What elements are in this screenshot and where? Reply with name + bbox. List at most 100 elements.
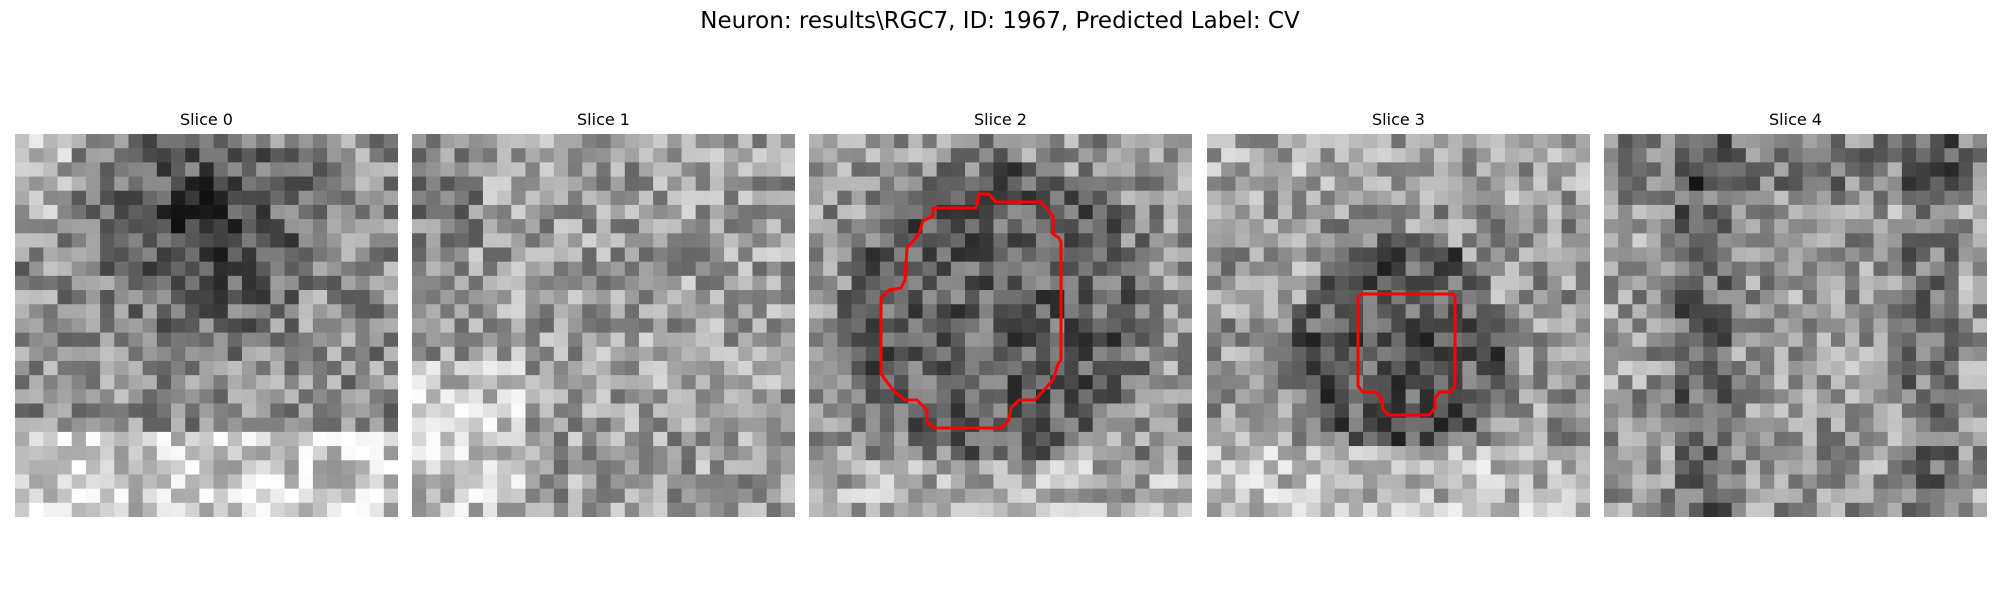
pixel-cell	[709, 176, 725, 192]
pixel-cell	[1547, 275, 1563, 291]
pixel-cell	[738, 190, 754, 206]
pixel-cell	[1121, 332, 1136, 348]
pixel-cell	[57, 346, 73, 362]
pixel-cell	[1348, 134, 1364, 149]
pixel-cell	[1092, 275, 1108, 291]
pixel-cell	[1916, 403, 1931, 419]
pixel-cell	[100, 332, 115, 348]
pixel-cell	[71, 219, 87, 234]
pixel-cell	[1490, 148, 1506, 163]
pixel-cell	[724, 403, 739, 419]
pixel-cell	[865, 304, 881, 320]
pixel-cell	[1177, 375, 1192, 390]
pixel-cell	[738, 446, 754, 461]
pixel-cell	[1519, 261, 1534, 277]
pixel-cell	[724, 162, 739, 178]
pixel-cell	[709, 332, 725, 348]
pixel-cell	[1121, 474, 1136, 490]
pixel-cell	[752, 332, 768, 348]
pixel-cell	[1163, 417, 1179, 433]
pixel-cell	[1547, 247, 1563, 263]
pixel-cell	[638, 403, 654, 419]
pixel-cell	[1249, 446, 1265, 461]
pixel-cell	[1916, 431, 1931, 447]
pixel-cell	[85, 332, 101, 348]
pixel-cell	[1476, 502, 1492, 517]
pixel-cell	[1490, 204, 1506, 220]
pixel-cell	[426, 417, 441, 433]
pixel-cell	[1448, 247, 1463, 263]
pixel-cell	[57, 204, 73, 220]
pixel-cell	[738, 304, 754, 320]
pixel-cell	[1221, 375, 1236, 390]
pixel-cell	[1207, 134, 1222, 149]
pixel-cell	[936, 247, 952, 263]
segmentation-contour	[1356, 292, 1457, 417]
pixel-cell	[823, 233, 838, 249]
pixel-cell	[298, 389, 314, 405]
pixel-cell	[468, 488, 484, 504]
pixel-cell	[766, 275, 782, 291]
pixel-cell	[298, 417, 314, 433]
pixel-cell	[624, 247, 640, 263]
pixel-cell	[1292, 346, 1307, 362]
pixel-cell	[823, 318, 838, 334]
pixel-cell	[908, 261, 924, 277]
pixel-cell	[1149, 431, 1165, 447]
pixel-cell	[1745, 417, 1761, 433]
pixel-cell	[1334, 332, 1350, 348]
pixel-cell	[681, 162, 697, 178]
pixel-cell	[1646, 247, 1662, 263]
pixel-cell	[724, 176, 739, 192]
pixel-cell	[369, 233, 385, 249]
pixel-cell	[653, 219, 668, 234]
pixel-cell	[1575, 360, 1590, 376]
pixel-cell	[1745, 162, 1761, 178]
pixel-cell	[525, 417, 541, 433]
pixel-cell	[1348, 176, 1364, 192]
pixel-cell	[1646, 318, 1662, 334]
pixel-cell	[213, 233, 229, 249]
pixel-cell	[979, 304, 995, 320]
pixel-cell	[185, 360, 201, 376]
pixel-cell	[1916, 190, 1931, 206]
pixel-cell	[823, 219, 838, 234]
pixel-cell	[568, 417, 583, 433]
pixel-cell	[1263, 403, 1279, 419]
pixel-cell	[1788, 148, 1804, 163]
pixel-cell	[482, 417, 498, 433]
pixel-cell	[582, 446, 598, 461]
pixel-cell	[1419, 346, 1435, 362]
pixel-cell	[454, 261, 470, 277]
pixel-cell	[497, 290, 512, 305]
pixel-cell	[57, 502, 73, 517]
pixel-cell	[979, 488, 995, 504]
pixel-cell	[993, 162, 1009, 178]
pixel-cell	[695, 134, 711, 149]
pixel-cell	[312, 247, 328, 263]
pixel-cell	[908, 190, 924, 206]
pixel-cell	[1845, 204, 1860, 220]
pixel-cell	[610, 488, 626, 504]
pixel-cell	[1035, 261, 1051, 277]
pixel-cell	[511, 431, 527, 447]
pixel-cell	[1433, 261, 1449, 277]
pixel-cell	[823, 446, 838, 461]
pixel-cell	[624, 346, 640, 362]
pixel-cell	[114, 176, 130, 192]
pixel-cell	[412, 162, 427, 178]
pixel-cell	[383, 290, 398, 305]
pixel-cell	[15, 318, 30, 334]
pixel-cell	[653, 460, 668, 476]
pixel-cell	[156, 233, 172, 249]
pixel-cell	[1448, 162, 1463, 178]
pixel-cell	[1007, 261, 1023, 277]
pixel-cell	[667, 460, 683, 476]
pixel-cell	[454, 431, 470, 447]
pixel-cell	[1121, 261, 1136, 277]
pixel-cell	[1448, 190, 1463, 206]
pixel-cell	[1859, 332, 1875, 348]
pixel-cell	[1646, 304, 1662, 320]
pixel-cell	[1021, 176, 1037, 192]
pixel-cell	[256, 403, 271, 419]
